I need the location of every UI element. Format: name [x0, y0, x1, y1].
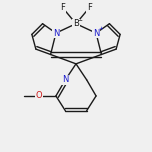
- Text: B: B: [73, 19, 79, 28]
- Text: +: +: [98, 26, 103, 31]
- Text: −: −: [78, 17, 83, 22]
- Text: N: N: [53, 29, 59, 38]
- Text: N: N: [93, 29, 99, 38]
- Text: F: F: [60, 3, 65, 12]
- Text: F: F: [87, 3, 92, 12]
- Text: O: O: [35, 92, 42, 100]
- Text: N: N: [62, 75, 69, 84]
